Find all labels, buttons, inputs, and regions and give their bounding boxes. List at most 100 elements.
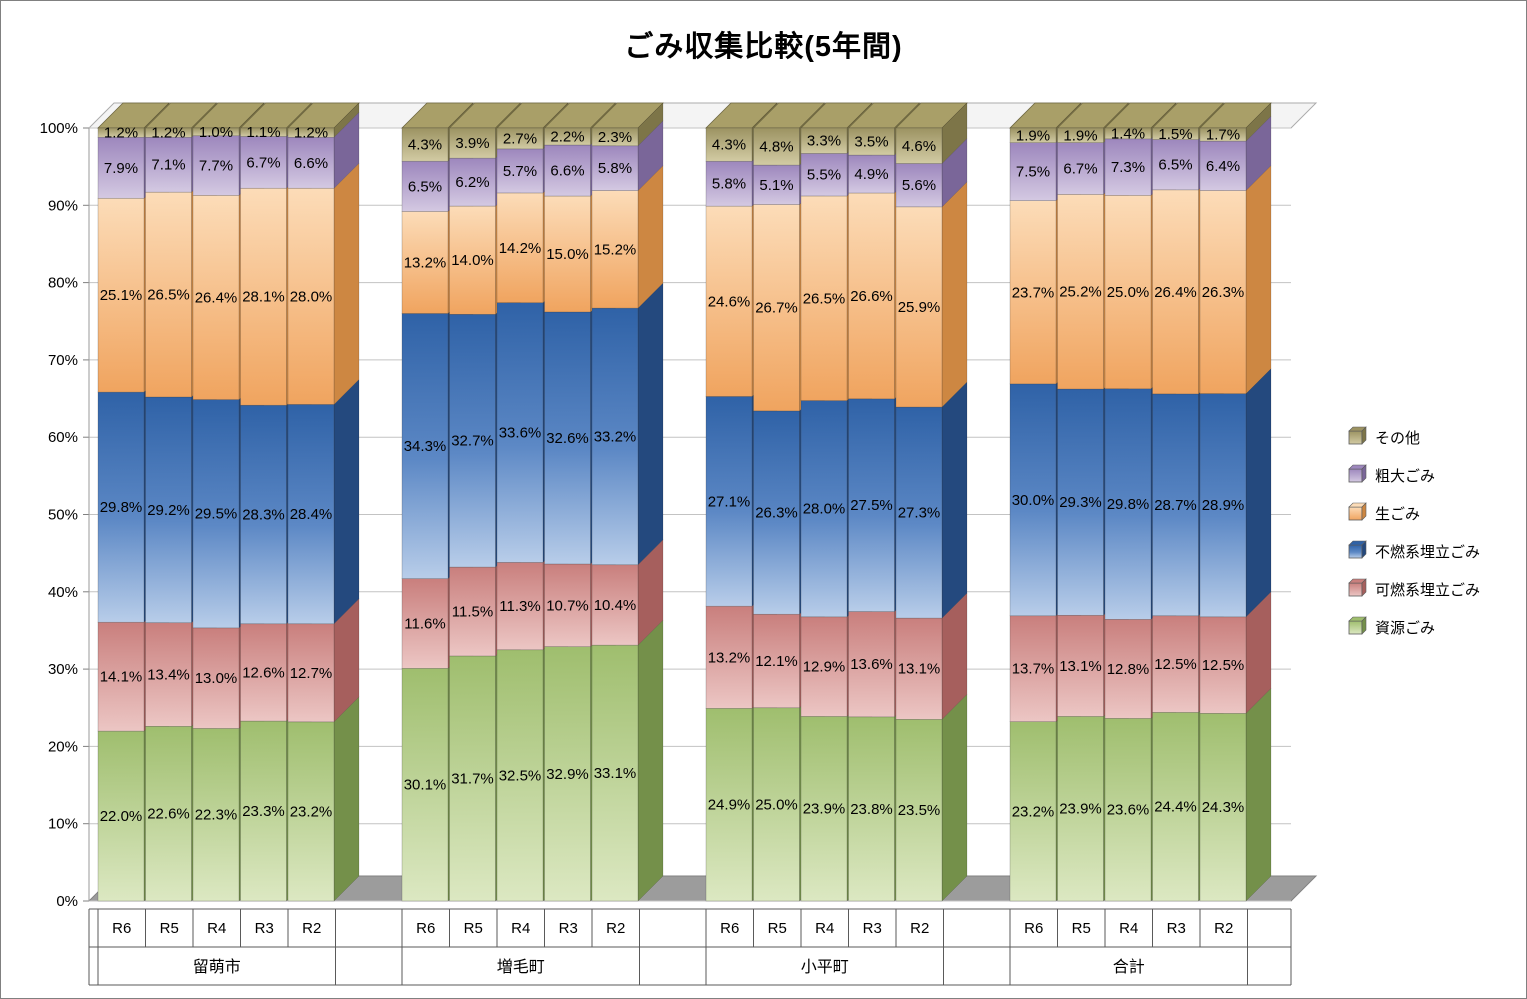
x-axis-group-label: 小平町 (801, 958, 849, 976)
data-label: 6.6% (550, 163, 584, 180)
data-label: 13.2% (404, 255, 447, 272)
y-axis-label: 10% (48, 816, 78, 833)
bar-segment (145, 127, 192, 138)
bar-segment (287, 721, 335, 902)
x-axis-year-label: R3 (559, 920, 578, 937)
data-label: 25.0% (755, 796, 798, 813)
data-label: 5.1% (759, 177, 793, 194)
bar-segment (800, 195, 848, 401)
data-label: 10.7% (546, 597, 589, 614)
data-label: 25.0% (1107, 284, 1150, 301)
bar-segment (1152, 127, 1199, 140)
legend-label: 可燃系埋立ごみ (1375, 581, 1480, 599)
bar-side-face (941, 181, 968, 408)
bar-segment (753, 707, 800, 902)
bar-segment (449, 566, 496, 657)
bar-segment (97, 127, 145, 138)
data-label: 32.9% (546, 766, 589, 783)
bar-side-face (637, 619, 664, 902)
bar-segment (1152, 393, 1199, 617)
data-label: 23.9% (803, 801, 846, 818)
bar-segment (544, 646, 591, 902)
x-axis-year-label: R2 (1214, 920, 1233, 937)
bar-segment (1057, 614, 1104, 717)
bar-segment (287, 187, 335, 405)
bar-segment (240, 404, 287, 625)
bar-segment (591, 127, 639, 147)
bar-segment (97, 391, 145, 623)
x-axis-year-label: R2 (606, 920, 625, 937)
data-label: 27.3% (898, 505, 941, 522)
data-label: 29.3% (1059, 494, 1102, 511)
data-label: 6.5% (1158, 157, 1192, 174)
legend-swatch (1348, 582, 1363, 597)
bar-segment (753, 164, 800, 205)
data-label: 27.1% (708, 493, 751, 510)
x-axis-year-label: R3 (255, 920, 274, 937)
data-label: 28.0% (803, 501, 846, 518)
data-label: 23.6% (1107, 802, 1150, 819)
bar-segment (848, 192, 895, 400)
y-axis-label: 70% (48, 352, 78, 369)
bar-segment (1104, 718, 1152, 902)
data-label: 14.1% (100, 669, 143, 686)
bar-segment (145, 622, 192, 727)
data-label: 28.0% (290, 288, 333, 305)
x-axis-year-label: R5 (768, 920, 787, 937)
x-axis-year-label: R6 (416, 920, 435, 937)
bar-segment (1009, 142, 1057, 201)
data-label: 13.1% (898, 661, 941, 678)
data-label: 14.2% (499, 240, 542, 257)
bar-side-face (333, 162, 360, 406)
bar-segment (1152, 712, 1199, 902)
legend-swatch-side-face (1361, 578, 1367, 597)
data-label: 24.3% (1202, 799, 1245, 816)
bar-side-face (941, 693, 968, 902)
bar-segment (1199, 616, 1247, 714)
legend-label: 資源ごみ (1375, 620, 1435, 637)
data-label: 23.5% (898, 802, 941, 819)
data-label: 26.3% (1202, 284, 1245, 301)
data-label: 28.3% (242, 507, 285, 524)
bar-segment (705, 205, 753, 397)
bar-segment (544, 311, 591, 565)
bar-segment (705, 396, 753, 607)
data-label: 4.8% (759, 139, 793, 156)
bar-segment (895, 719, 943, 902)
bar-segment (800, 716, 848, 902)
data-label: 26.4% (195, 289, 238, 306)
bar-segment (895, 163, 943, 208)
bar-segment (449, 205, 496, 315)
bar-segment (848, 398, 895, 612)
bar-segment (800, 127, 848, 154)
x-axis-year-label: R3 (1167, 920, 1186, 937)
bar-segment (1152, 189, 1199, 395)
bar-segment (97, 621, 145, 732)
data-label: 2.2% (550, 129, 584, 146)
data-label: 3.5% (854, 134, 888, 151)
data-label: 13.2% (708, 649, 751, 666)
bar-segment (591, 564, 639, 646)
data-label: 13.0% (195, 670, 238, 687)
legend-item: 生ごみ (1348, 502, 1420, 523)
data-label: 33.2% (594, 428, 637, 445)
data-label: 1.7% (1206, 127, 1240, 144)
data-label: 26.4% (1154, 284, 1197, 301)
x-axis-year-label: R6 (1024, 920, 1043, 937)
data-label: 1.5% (1158, 126, 1192, 143)
bar-segment (1057, 142, 1104, 195)
bar-segment (240, 623, 287, 722)
data-label: 22.0% (100, 808, 143, 825)
data-label: 23.2% (1012, 803, 1055, 820)
data-label: 33.1% (594, 765, 637, 782)
data-label: 6.4% (1206, 158, 1240, 175)
x-axis-year-label: R4 (207, 920, 226, 937)
bar-segment (97, 197, 145, 393)
data-label: 30.1% (404, 777, 447, 794)
x-axis-year-label: R3 (863, 920, 882, 937)
data-label: 6.2% (455, 174, 489, 191)
bar-side-face (333, 378, 360, 625)
data-label: 1.9% (1063, 127, 1097, 144)
data-label: 11.3% (499, 598, 540, 615)
bar-segment (1199, 393, 1247, 618)
